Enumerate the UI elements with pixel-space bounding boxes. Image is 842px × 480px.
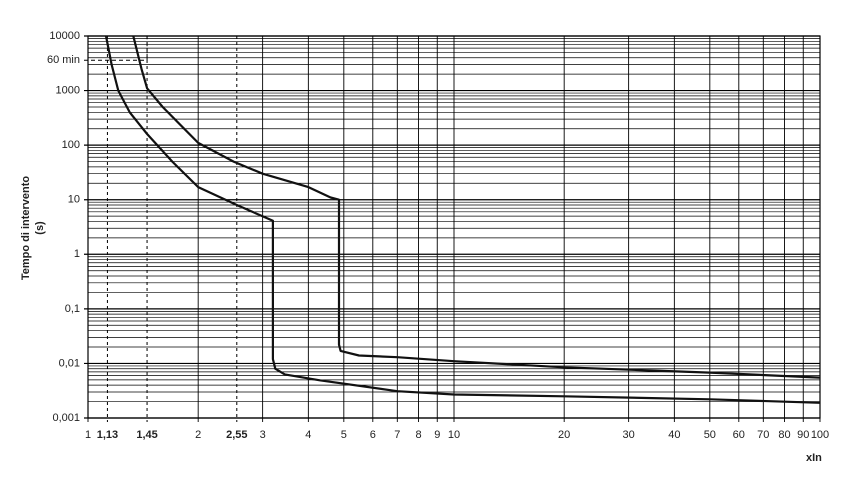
x-tick-label: 4 bbox=[305, 429, 311, 441]
y-tick-label: 10 bbox=[68, 194, 80, 206]
x-tick-label: 30 bbox=[623, 429, 635, 441]
x-tick-label: 5 bbox=[341, 429, 347, 441]
y-tick-label: 1 bbox=[74, 248, 80, 260]
x-tick-label: 1,45 bbox=[136, 429, 157, 441]
y-tick-label: 0,01 bbox=[59, 357, 80, 369]
y-tick-label: 0,001 bbox=[52, 412, 80, 424]
x-tick-label: 7 bbox=[394, 429, 400, 441]
x-tick-label: 40 bbox=[668, 429, 680, 441]
curve bbox=[104, 35, 821, 404]
x-tick-label: 100 bbox=[811, 429, 829, 441]
x-tick-label: 9 bbox=[434, 429, 440, 441]
x-tick-label: 8 bbox=[415, 429, 421, 441]
x-axis-label: xIn bbox=[806, 452, 822, 464]
x-tick-label: 2,55 bbox=[226, 429, 247, 441]
y-tick-label: 10000 bbox=[49, 30, 80, 42]
x-tick-label: 2 bbox=[195, 429, 201, 441]
x-tick-label: 60 bbox=[733, 429, 745, 441]
x-tick-label: 90 bbox=[797, 429, 809, 441]
x-tick-label: 70 bbox=[757, 429, 769, 441]
y-tick-label: 0,1 bbox=[65, 303, 80, 315]
x-tick-label: 80 bbox=[778, 429, 790, 441]
x-tick-label: 6 bbox=[370, 429, 376, 441]
y-tick-label: 1000 bbox=[56, 84, 80, 96]
plot-frame bbox=[87, 35, 821, 419]
y-tick-label: 100 bbox=[62, 139, 80, 151]
x-tick-label: 1 bbox=[85, 429, 91, 441]
x-tick-label: 3 bbox=[260, 429, 266, 441]
x-tick-label: 50 bbox=[704, 429, 716, 441]
annotation-label: 60 min bbox=[47, 54, 80, 66]
x-tick-label: 1,13 bbox=[97, 429, 118, 441]
curve bbox=[132, 35, 821, 379]
x-tick-label: 20 bbox=[558, 429, 570, 441]
x-tick-label: 10 bbox=[448, 429, 460, 441]
y-axis-label: (s) bbox=[34, 221, 46, 235]
y-axis-label: Tempo di intervento bbox=[20, 176, 32, 281]
